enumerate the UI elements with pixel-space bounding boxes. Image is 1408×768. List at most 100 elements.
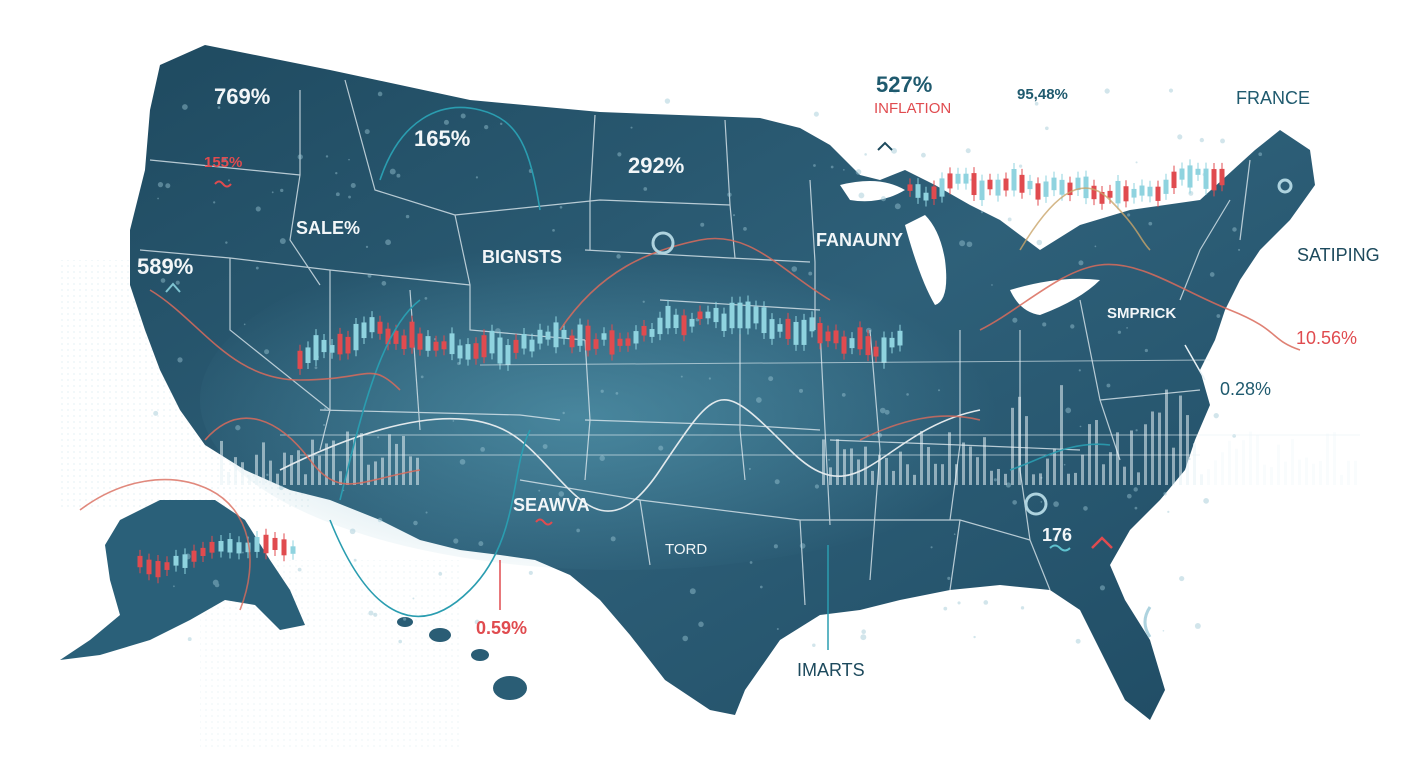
volume-bar (836, 439, 839, 485)
volume-bar (850, 448, 853, 485)
candle-body (801, 319, 807, 345)
volume-bar (871, 470, 874, 485)
speckle (552, 229, 555, 232)
speckle (1232, 227, 1237, 232)
alaska-shape (60, 500, 305, 660)
speckle (1126, 327, 1128, 329)
speckle (412, 597, 415, 600)
volume-bar (1347, 460, 1350, 485)
volume-bar (934, 463, 937, 485)
candle-body (164, 562, 170, 570)
candle-body (337, 333, 343, 355)
speckle (630, 126, 633, 129)
label-oregon-red-pct: 155% (204, 154, 243, 171)
speckle (1194, 622, 1201, 629)
speckle (373, 612, 378, 617)
speckle (861, 629, 866, 635)
candle-body (995, 179, 1001, 196)
speckle (973, 635, 976, 639)
speckle (157, 197, 159, 200)
volume-bar (290, 455, 293, 485)
speckle (480, 447, 486, 452)
speckle (993, 478, 997, 482)
speckle (385, 239, 391, 246)
speckle (255, 266, 259, 270)
speckle (814, 484, 820, 489)
candle-body (489, 330, 495, 354)
wave-icon (1049, 544, 1071, 552)
speckle (438, 572, 443, 576)
volume-bar (1102, 464, 1105, 485)
candle-body (497, 337, 503, 364)
speckle (241, 551, 244, 554)
candle-body (817, 323, 823, 344)
speckle (930, 546, 933, 549)
speckle (1065, 407, 1072, 414)
label-top-pct: 95,48% (1017, 86, 1068, 103)
candle-body (236, 542, 242, 554)
speckle (1163, 492, 1167, 496)
speckle (1216, 314, 1221, 318)
volume-bar (1221, 452, 1224, 485)
candle-body (385, 328, 391, 345)
speckle (335, 192, 340, 197)
speckle (1040, 501, 1043, 503)
speckle (1099, 585, 1106, 591)
speckle (1199, 137, 1205, 143)
candle-body (305, 347, 311, 364)
speckle (1213, 412, 1219, 419)
speckle (799, 388, 804, 393)
volume-bar (1340, 474, 1343, 485)
speckle (365, 245, 369, 248)
candle-body (449, 333, 455, 355)
volume-bar (1067, 473, 1070, 485)
volume-bar (1270, 467, 1273, 485)
hawaii-island-3 (471, 649, 489, 661)
speckle (953, 533, 956, 536)
speckle (420, 375, 424, 379)
candle-body (865, 336, 871, 356)
speckle (658, 445, 664, 451)
candle-body (353, 323, 359, 351)
volume-bar (969, 446, 972, 485)
speckle (1036, 239, 1043, 246)
speckle (812, 643, 816, 647)
candle-body (1011, 169, 1017, 191)
volume-bar (822, 439, 825, 485)
speckle (368, 610, 374, 616)
volume-bar (1137, 472, 1140, 485)
speckle (389, 168, 396, 175)
candle-body (705, 311, 711, 319)
speckle (500, 122, 503, 126)
speckle (1034, 101, 1039, 106)
candle-body (713, 307, 719, 323)
speckle (689, 588, 696, 595)
speckle (576, 528, 580, 533)
candle-body (521, 334, 527, 349)
speckle (828, 458, 831, 461)
speckle (906, 393, 909, 396)
volume-bar (843, 449, 846, 485)
candle-body (761, 307, 767, 334)
speckle (1168, 88, 1174, 93)
speckle (1053, 537, 1058, 541)
speckle (957, 601, 961, 605)
volume-bar (1130, 430, 1133, 485)
volume-bar (255, 454, 258, 485)
speckle (297, 154, 303, 160)
speckle (600, 389, 604, 393)
speckle (708, 377, 711, 380)
volume-bar (1249, 431, 1252, 485)
speckles (153, 88, 1263, 647)
speckle (538, 489, 541, 492)
volume-bar (1284, 461, 1287, 485)
candle-body (1003, 178, 1009, 191)
speckle (541, 252, 545, 256)
volume-bar (1305, 457, 1308, 485)
lake-superior (840, 181, 905, 202)
speckle (1203, 498, 1209, 504)
volume-bar (388, 434, 391, 485)
speckle (813, 164, 816, 167)
speckle (405, 214, 410, 219)
